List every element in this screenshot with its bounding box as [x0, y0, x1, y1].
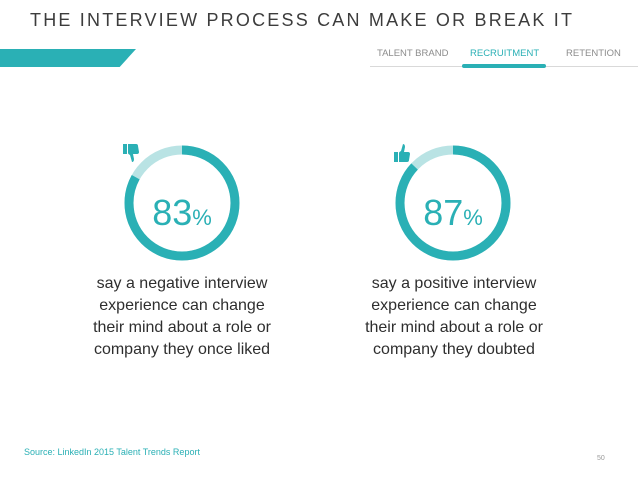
description-line: company they once liked	[93, 341, 271, 358]
percent-symbol: %	[192, 205, 212, 230]
stat-value: 87%	[393, 193, 513, 238]
tab-talent-brand[interactable]: TALENT BRAND	[377, 48, 449, 59]
tab-retention[interactable]: RETENTION	[566, 48, 621, 59]
page-number: 50	[597, 455, 605, 462]
progress-ring	[124, 145, 240, 261]
ring-progress	[124, 145, 240, 261]
description-line: their mind about a role or	[365, 319, 543, 336]
stat-number: 83	[152, 192, 193, 233]
description-line: their mind about a role or	[93, 319, 271, 336]
stat-ring-positive: 87%	[393, 143, 513, 263]
description-line: experience can change	[99, 297, 265, 314]
stat-value: 83%	[122, 193, 242, 238]
title-accent-bar	[0, 49, 136, 67]
description-line: say a positive interview	[371, 275, 537, 292]
tab-recruitment[interactable]: RECRUITMENT	[470, 48, 540, 59]
nav-active-indicator	[462, 64, 546, 68]
description-line: experience can change	[371, 297, 537, 314]
progress-ring	[395, 145, 511, 261]
page-title: THE INTERVIEW PROCESS CAN MAKE OR BREAK …	[30, 10, 575, 30]
ring-progress	[395, 145, 511, 261]
stat-number: 87	[423, 192, 464, 233]
section-nav: TALENT BRAND RECRUITMENT RETENTION	[0, 48, 638, 68]
description-line: say a negative interview	[96, 275, 268, 292]
thumbs-up-icon	[394, 144, 410, 162]
thumbs-down-icon	[123, 144, 139, 162]
stat-description-negative: say a negative interview experience can …	[72, 273, 292, 361]
stat-ring-negative: 83%	[122, 143, 242, 263]
source-citation: Source: LinkedIn 2015 Talent Trends Repo…	[24, 447, 200, 457]
stat-description-positive: say a positive interview experience can …	[344, 273, 564, 361]
percent-symbol: %	[463, 205, 483, 230]
description-line: company they doubted	[373, 341, 535, 358]
